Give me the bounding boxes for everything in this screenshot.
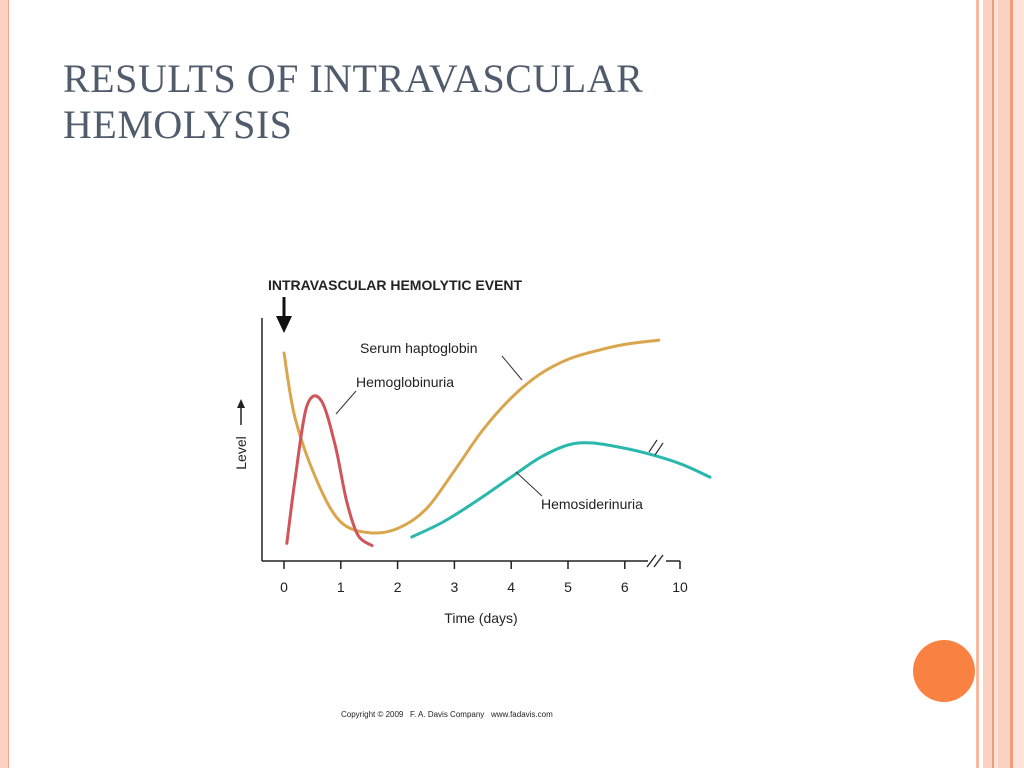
stripe <box>983 0 992 768</box>
label-serum-haptoglobin: Serum haptoglobin <box>360 340 478 356</box>
copyright-note: Copyright © 2009 F. A. Davis Company www… <box>341 710 553 719</box>
series-line-hemosiderinuria <box>410 441 712 539</box>
stripe <box>992 0 994 768</box>
leader-serum-haptoglobin <box>501 355 523 381</box>
stripe <box>1010 0 1013 768</box>
y-axis-label-arrow-icon <box>237 399 245 408</box>
label-hemosiderinuria: Hemosiderinuria <box>541 496 643 512</box>
x-tick-label: 0 <box>280 579 288 595</box>
x-tick-label: 10 <box>672 579 688 595</box>
stripe <box>998 0 1010 768</box>
x-tick-label: 3 <box>451 579 459 595</box>
stripe <box>979 0 983 768</box>
y-axis-label: Level <box>233 436 249 469</box>
leader-hemoglobinuria <box>335 390 357 415</box>
leader-hemosiderinuria <box>515 471 543 497</box>
label-hemoglobinuria: Hemoglobinuria <box>356 374 454 390</box>
series-line-hemoglobinuria <box>285 394 374 548</box>
accent-dot <box>913 640 975 702</box>
x-tick-label: 4 <box>507 579 515 595</box>
x-tick-label: 6 <box>621 579 629 595</box>
slide-title-line-1: RESULTS OF INTRAVASCULAR <box>63 56 644 101</box>
slide-title-line-2: HEMOLYSIS <box>63 102 293 147</box>
x-tick-label: 5 <box>564 579 572 595</box>
x-tick-label: 1 <box>337 579 345 595</box>
stripe <box>994 0 998 768</box>
slide-title: RESULTS OF INTRAVASCULAR HEMOLYSIS <box>63 56 883 148</box>
event-arrow-icon <box>276 316 292 333</box>
x-axis-label: Time (days) <box>444 610 517 626</box>
slide-left-border <box>0 0 9 768</box>
series-line-serum-haptoglobin <box>282 338 661 535</box>
stripe <box>976 0 979 768</box>
series-break-icon <box>648 439 664 456</box>
x-tick-label: 2 <box>394 579 402 595</box>
stripe <box>1013 0 1024 768</box>
x-axis-ticks: 0 1 2 3 4 5 6 10 <box>280 561 688 595</box>
x-axis-break-icon <box>646 554 664 568</box>
event-annotation: INTRAVASCULAR HEMOLYTIC EVENT <box>268 277 523 293</box>
slide-right-stripes <box>976 0 1024 768</box>
